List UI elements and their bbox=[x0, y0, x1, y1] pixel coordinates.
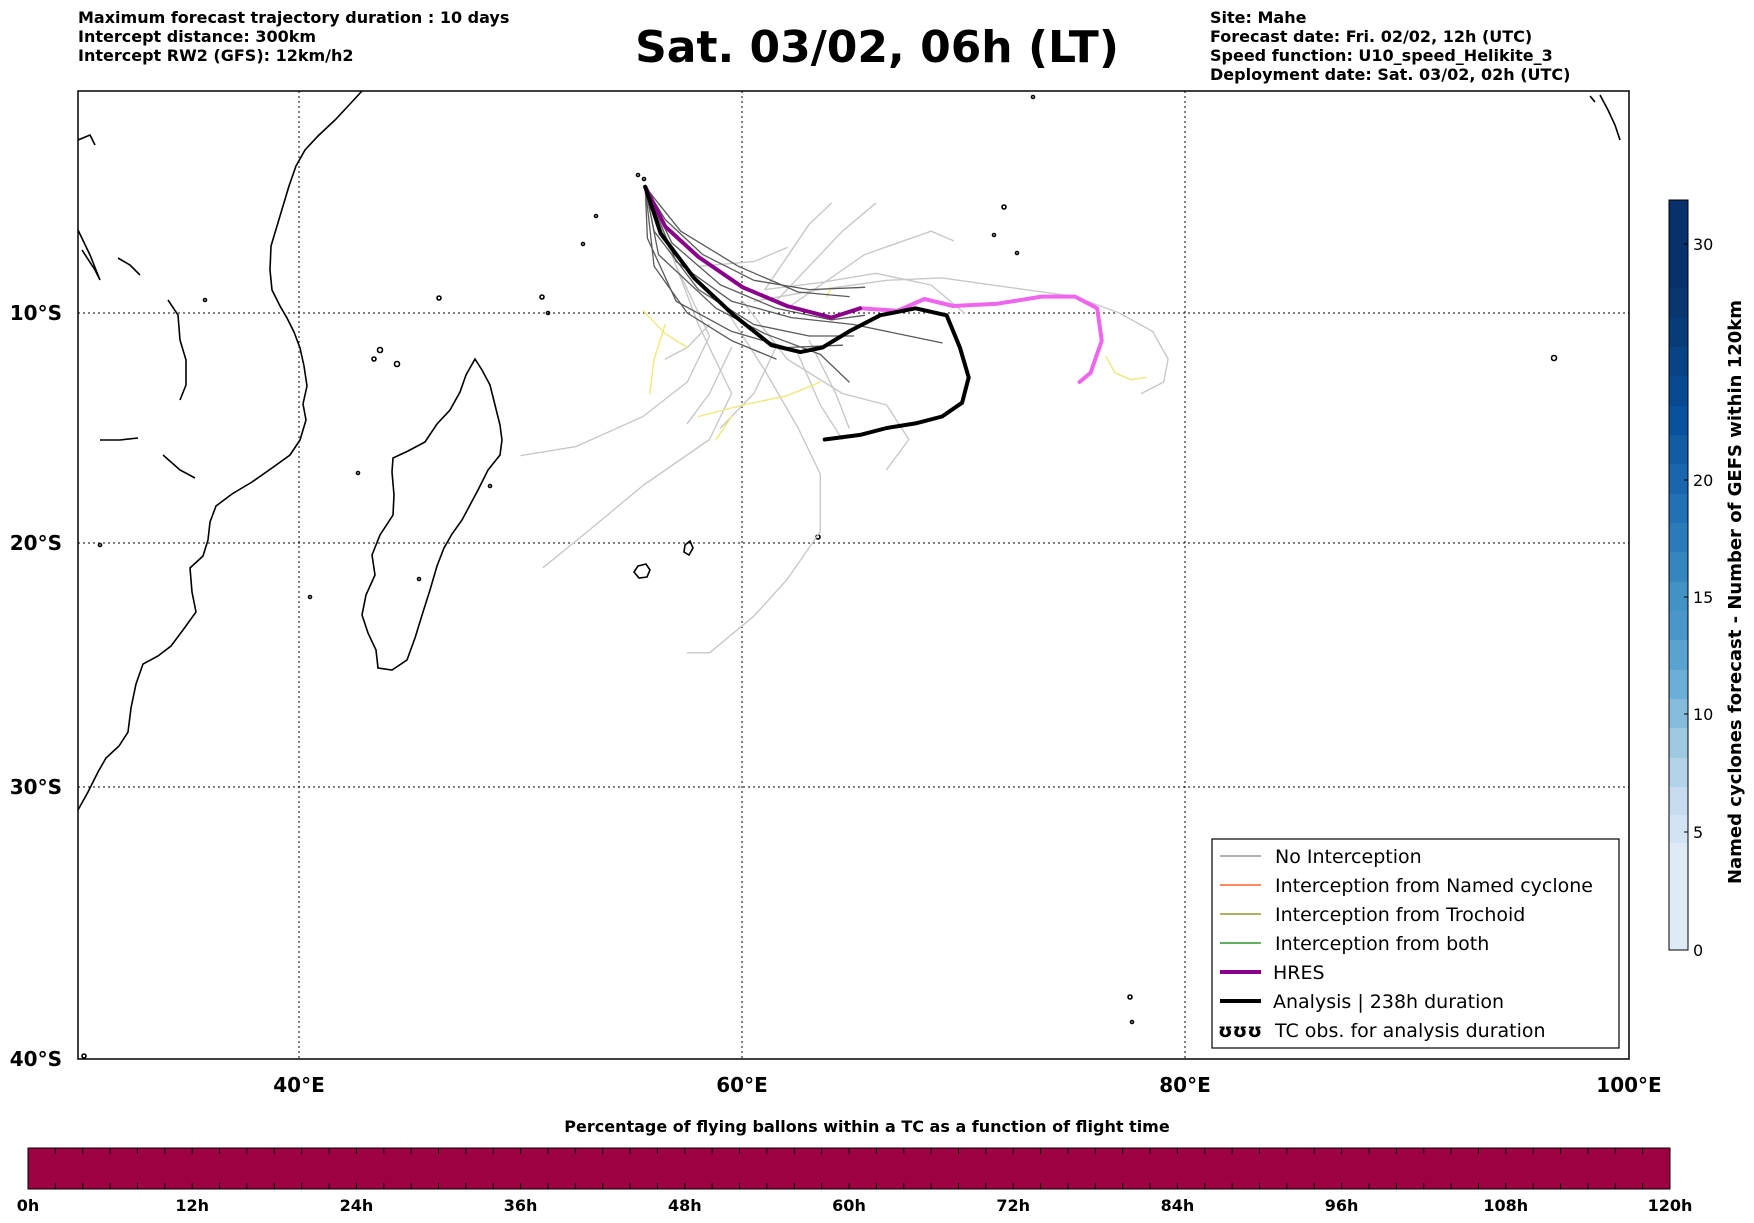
ensemble-track-dark bbox=[644, 186, 866, 321]
coastlines bbox=[78, 91, 1621, 1059]
header-forecast-date: Forecast date: Fri. 02/02, 12h (UTC) bbox=[1210, 27, 1533, 46]
ensemble-track-dark bbox=[644, 186, 777, 360]
right-colorbar-tick-20: 20 bbox=[1693, 471, 1713, 490]
header-max-duration: Maximum forecast trajectory duration : 1… bbox=[78, 8, 510, 27]
legend-analysis: Analysis | 238h duration bbox=[1273, 991, 1504, 1013]
bottom-colorbar-tick-label: 0h bbox=[17, 1196, 40, 1215]
ensemble-track-light bbox=[764, 202, 832, 291]
legend-both: Interception from both bbox=[1275, 933, 1489, 955]
lat-label-20s: 20°S bbox=[10, 531, 62, 555]
africa-coastline bbox=[78, 91, 363, 811]
ensemble-track-light bbox=[797, 353, 844, 441]
header-intercept-distance: Intercept distance: 300km bbox=[78, 27, 317, 46]
right-colorbar: 0 5 10 15 20 30 Named cyclones forecast … bbox=[1668, 199, 1746, 960]
header-speed-function: Speed function: U10_speed_Helikite_3 bbox=[1210, 46, 1553, 65]
ensemble-track-light bbox=[686, 346, 733, 425]
bottom-colorbar-tick-label: 96h bbox=[1325, 1196, 1359, 1215]
ensemble-track-light bbox=[764, 272, 965, 314]
lat-label-10s: 10°S bbox=[10, 301, 62, 325]
bottom-colorbar-tick-label: 48h bbox=[668, 1196, 702, 1215]
bottom-colorbar-tick-label: 84h bbox=[1161, 1196, 1195, 1215]
lon-labels: 40°E 60°E 80°E 100°E bbox=[273, 1073, 1661, 1097]
bottom-colorbar-tick-label: 60h bbox=[832, 1196, 866, 1215]
bottom-colorbar-tick-label: 36h bbox=[504, 1196, 538, 1215]
reunion-coastline bbox=[633, 563, 651, 579]
lat-labels: 10°S 20°S 30°S 40°S bbox=[10, 301, 62, 1071]
ensemble-track-light bbox=[775, 202, 877, 302]
legend-trochoid: Interception from Trochoid bbox=[1275, 904, 1525, 926]
ensemble-track-light bbox=[542, 265, 733, 569]
lon-label-60e: 60°E bbox=[716, 1073, 768, 1097]
bottom-colorbar-tick-label: 72h bbox=[996, 1196, 1030, 1215]
bottom-colorbar-tick-label: 120h bbox=[1648, 1196, 1693, 1215]
madagascar-coastline bbox=[361, 357, 503, 671]
ensemble-track-dark bbox=[644, 186, 850, 298]
legend-named-cyclone: Interception from Named cyclone bbox=[1275, 875, 1593, 897]
hres-track-magenta bbox=[858, 294, 1104, 384]
ensemble-track-light bbox=[686, 300, 821, 654]
right-colorbar-tick-30: 30 bbox=[1693, 235, 1713, 254]
ensemble-track-light bbox=[742, 300, 910, 471]
bottom-colorbar-tick-label: 12h bbox=[175, 1196, 209, 1215]
header-site: Site: Mahe bbox=[1210, 8, 1307, 27]
legend-tc-obs: TC obs. for analysis duration bbox=[1274, 1020, 1546, 1042]
legend-no-interception: No Interception bbox=[1275, 846, 1422, 868]
lon-label-80e: 80°E bbox=[1159, 1073, 1211, 1097]
hres-track bbox=[643, 184, 863, 320]
ensemble-track-yellow bbox=[715, 415, 733, 441]
analysis-track bbox=[643, 184, 971, 442]
ensemble-track-light bbox=[808, 339, 850, 429]
ensemble-track-dark bbox=[644, 186, 844, 349]
ensemble-track-yellow bbox=[649, 323, 666, 395]
bottom-colorbar-tick-label: 108h bbox=[1483, 1196, 1528, 1215]
lon-label-100e: 100°E bbox=[1596, 1073, 1661, 1097]
ensemble-track-dark bbox=[644, 186, 866, 291]
right-colorbar-label: Named cyclones forecast - Number of GEFS… bbox=[1725, 300, 1746, 884]
right-colorbar-tick-0: 0 bbox=[1693, 941, 1703, 960]
bottom-colorbar-title: Percentage of flying ballons within a TC… bbox=[564, 1117, 1170, 1136]
ensemble-track-yellow bbox=[1105, 356, 1147, 381]
trajectory-tracks bbox=[520, 184, 1169, 654]
graticule bbox=[78, 91, 1629, 1059]
lat-label-30s: 30°S bbox=[10, 775, 62, 799]
right-colorbar-tick-10: 10 bbox=[1693, 705, 1713, 724]
ensemble-track-yellow bbox=[697, 381, 821, 418]
ensemble-track-light bbox=[697, 246, 788, 267]
legend-tc-symbol-icon: ʊʊʊ bbox=[1218, 1020, 1262, 1042]
ensemble-track-dark bbox=[644, 186, 943, 344]
page-title: Sat. 03/02, 06h (LT) bbox=[635, 22, 1119, 73]
bottom-colorbar-tick-label: 24h bbox=[340, 1196, 374, 1215]
ensemble-track-light bbox=[786, 230, 954, 309]
ensemble-track-yellow bbox=[642, 310, 688, 349]
header-intercept-rw2: Intercept RW2 (GFS): 12km/h2 bbox=[78, 46, 354, 65]
legend: No Interception Interception from Named … bbox=[1211, 838, 1620, 1049]
right-colorbar-tick-15: 15 bbox=[1693, 588, 1713, 607]
lon-label-40e: 40°E bbox=[273, 1073, 325, 1097]
lat-label-40s: 40°S bbox=[10, 1047, 62, 1071]
header-deployment-date: Deployment date: Sat. 03/02, 02h (UTC) bbox=[1210, 65, 1571, 84]
legend-hres: HRES bbox=[1273, 962, 1325, 984]
bottom-colorbar: Percentage of flying ballons within a TC… bbox=[17, 1117, 1693, 1215]
right-colorbar-tick-5: 5 bbox=[1693, 823, 1703, 842]
